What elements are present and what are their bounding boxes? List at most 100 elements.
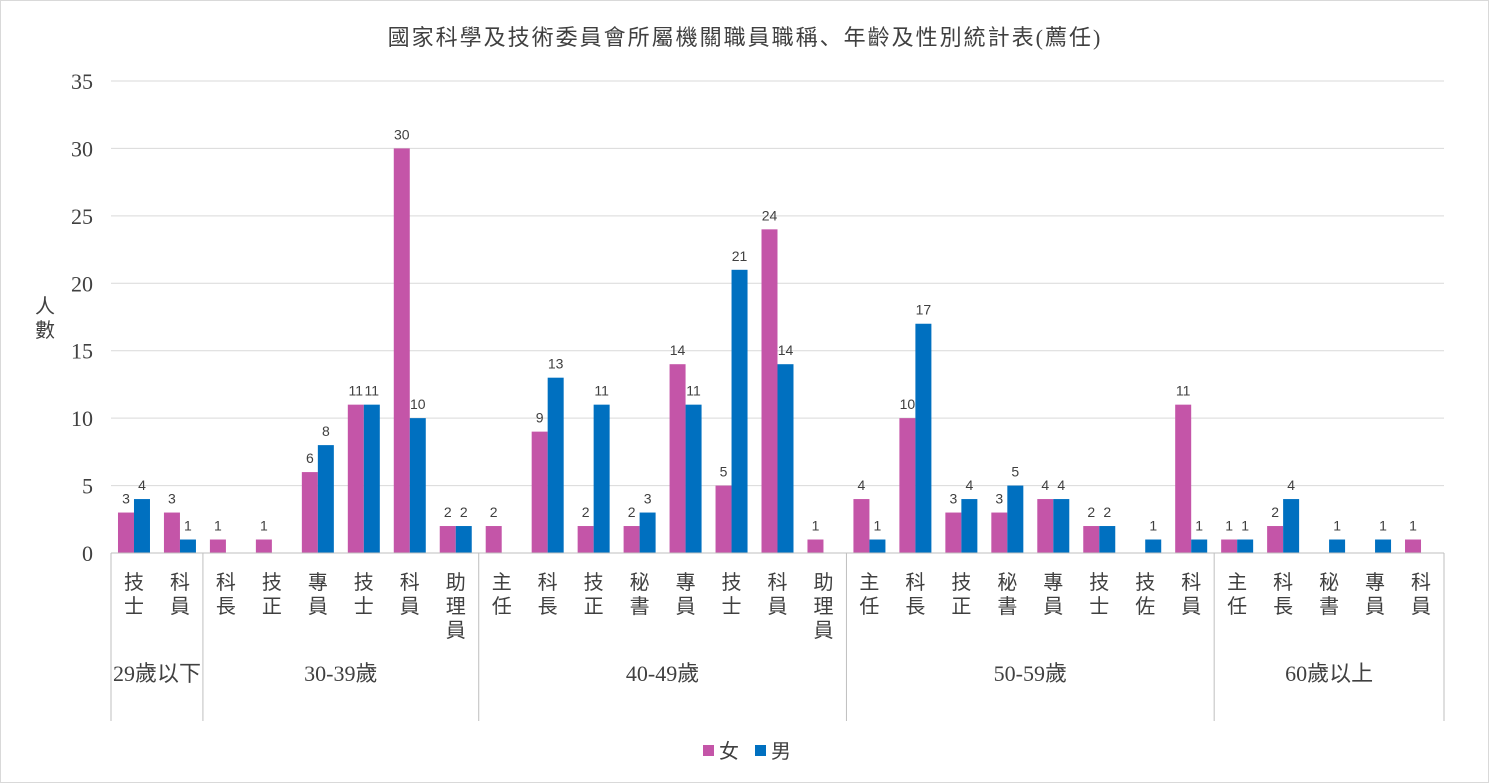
bar-female <box>1037 499 1054 553</box>
y-axis-title-text: 人數 <box>35 295 55 342</box>
data-label: 17 <box>916 302 932 318</box>
axes: 05101520253035技士科員科長技正專員技士科員助理員主任科長技正秘書專… <box>71 69 1445 721</box>
bar-female <box>1405 539 1422 553</box>
legend-swatch-male <box>755 745 766 756</box>
bar-female <box>347 404 364 553</box>
data-label: 1 <box>1379 518 1387 534</box>
group-label: 50-59歲 <box>994 661 1067 686</box>
data-label: 21 <box>732 248 748 264</box>
data-label: 1 <box>1225 518 1233 534</box>
category-label: 科員 <box>170 571 190 618</box>
data-label: 11 <box>1176 383 1191 399</box>
legend-swatch-female <box>703 745 714 756</box>
legend: 女男 <box>703 740 791 763</box>
data-label: 5 <box>1011 464 1019 480</box>
data-label: 2 <box>628 504 636 520</box>
data-label: 4 <box>965 477 973 493</box>
category-label: 技佐 <box>1135 571 1155 618</box>
data-label: 13 <box>548 356 564 372</box>
data-label: 1 <box>260 518 268 534</box>
data-label: 1 <box>1149 518 1157 534</box>
data-label: 11 <box>349 383 364 399</box>
bar-female <box>945 512 962 553</box>
bar-female <box>393 148 410 553</box>
bar-female <box>899 418 916 553</box>
data-label: 11 <box>365 383 380 399</box>
bar-female <box>577 526 594 553</box>
bar-female <box>1083 526 1100 553</box>
bar-male <box>961 499 978 553</box>
category-label: 技士 <box>1089 571 1109 618</box>
bar-female <box>1267 526 1284 553</box>
data-label: 1 <box>214 518 222 534</box>
bar-male <box>1237 539 1254 553</box>
category-label: 助理員 <box>446 571 466 642</box>
data-label: 2 <box>1087 504 1095 520</box>
bar-male <box>731 269 748 553</box>
data-label: 3 <box>644 491 652 507</box>
bar-female <box>807 539 824 553</box>
data-label: 3 <box>122 491 130 507</box>
category-label: 秘書 <box>997 571 1017 618</box>
group-label: 60歲以上 <box>1285 661 1373 686</box>
category-label: 主任 <box>859 571 879 618</box>
data-label: 30 <box>394 126 410 142</box>
category-label: 秘書 <box>630 571 650 618</box>
bar-male <box>593 404 610 553</box>
bar-female <box>991 512 1008 553</box>
bar-male <box>1283 499 1300 553</box>
data-label: 2 <box>1271 504 1279 520</box>
data-label: 14 <box>670 342 686 358</box>
bar-male <box>179 539 196 553</box>
y-tick-label: 20 <box>71 271 93 296</box>
bar-female <box>669 364 686 553</box>
category-label: 專員 <box>308 571 328 618</box>
data-label: 9 <box>536 410 544 426</box>
bar-male <box>409 418 426 553</box>
bar-male <box>547 377 564 553</box>
bar-female <box>255 539 272 553</box>
bar-female <box>209 539 226 553</box>
data-label: 4 <box>1287 477 1295 493</box>
bar-male <box>133 499 150 553</box>
y-tick-label: 10 <box>71 406 93 431</box>
bars <box>117 148 1422 554</box>
chart-title: 國家科學及技術委員會所屬機關職員職稱、年齡及性別統計表(薦任) <box>388 25 1103 50</box>
data-label: 4 <box>1041 477 1049 493</box>
category-label: 技正 <box>951 571 971 618</box>
data-label: 2 <box>444 504 452 520</box>
data-label: 8 <box>322 423 330 439</box>
data-label: 1 <box>812 518 820 534</box>
y-tick-label: 30 <box>71 136 93 161</box>
data-label: 3 <box>168 491 176 507</box>
data-label: 24 <box>762 207 778 223</box>
category-label: 秘書 <box>1319 571 1339 618</box>
category-label: 專員 <box>676 571 696 618</box>
category-label: 技正 <box>584 571 604 618</box>
data-label: 1 <box>1333 518 1341 534</box>
bar-female <box>853 499 870 553</box>
bar-female <box>485 526 502 553</box>
data-label: 14 <box>778 342 794 358</box>
bar-female <box>715 485 732 553</box>
category-label: 科員 <box>400 571 420 618</box>
group-label: 30-39歲 <box>304 661 377 686</box>
bar-male <box>869 539 886 553</box>
y-tick-label: 25 <box>71 204 93 229</box>
category-label: 助理員 <box>813 571 833 642</box>
y-tick-label: 0 <box>82 541 93 566</box>
data-label: 1 <box>1409 518 1417 534</box>
data-label: 2 <box>460 504 468 520</box>
category-label: 科員 <box>1181 571 1201 618</box>
category-label: 主任 <box>492 571 512 618</box>
category-label: 技正 <box>262 571 282 618</box>
category-label: 科長 <box>905 571 925 618</box>
y-axis-title: 人數 <box>35 295 55 342</box>
bar-male <box>777 364 794 553</box>
data-label: 3 <box>949 491 957 507</box>
y-tick-label: 35 <box>71 69 93 94</box>
bar-female <box>1221 539 1238 553</box>
data-label: 4 <box>858 477 866 493</box>
